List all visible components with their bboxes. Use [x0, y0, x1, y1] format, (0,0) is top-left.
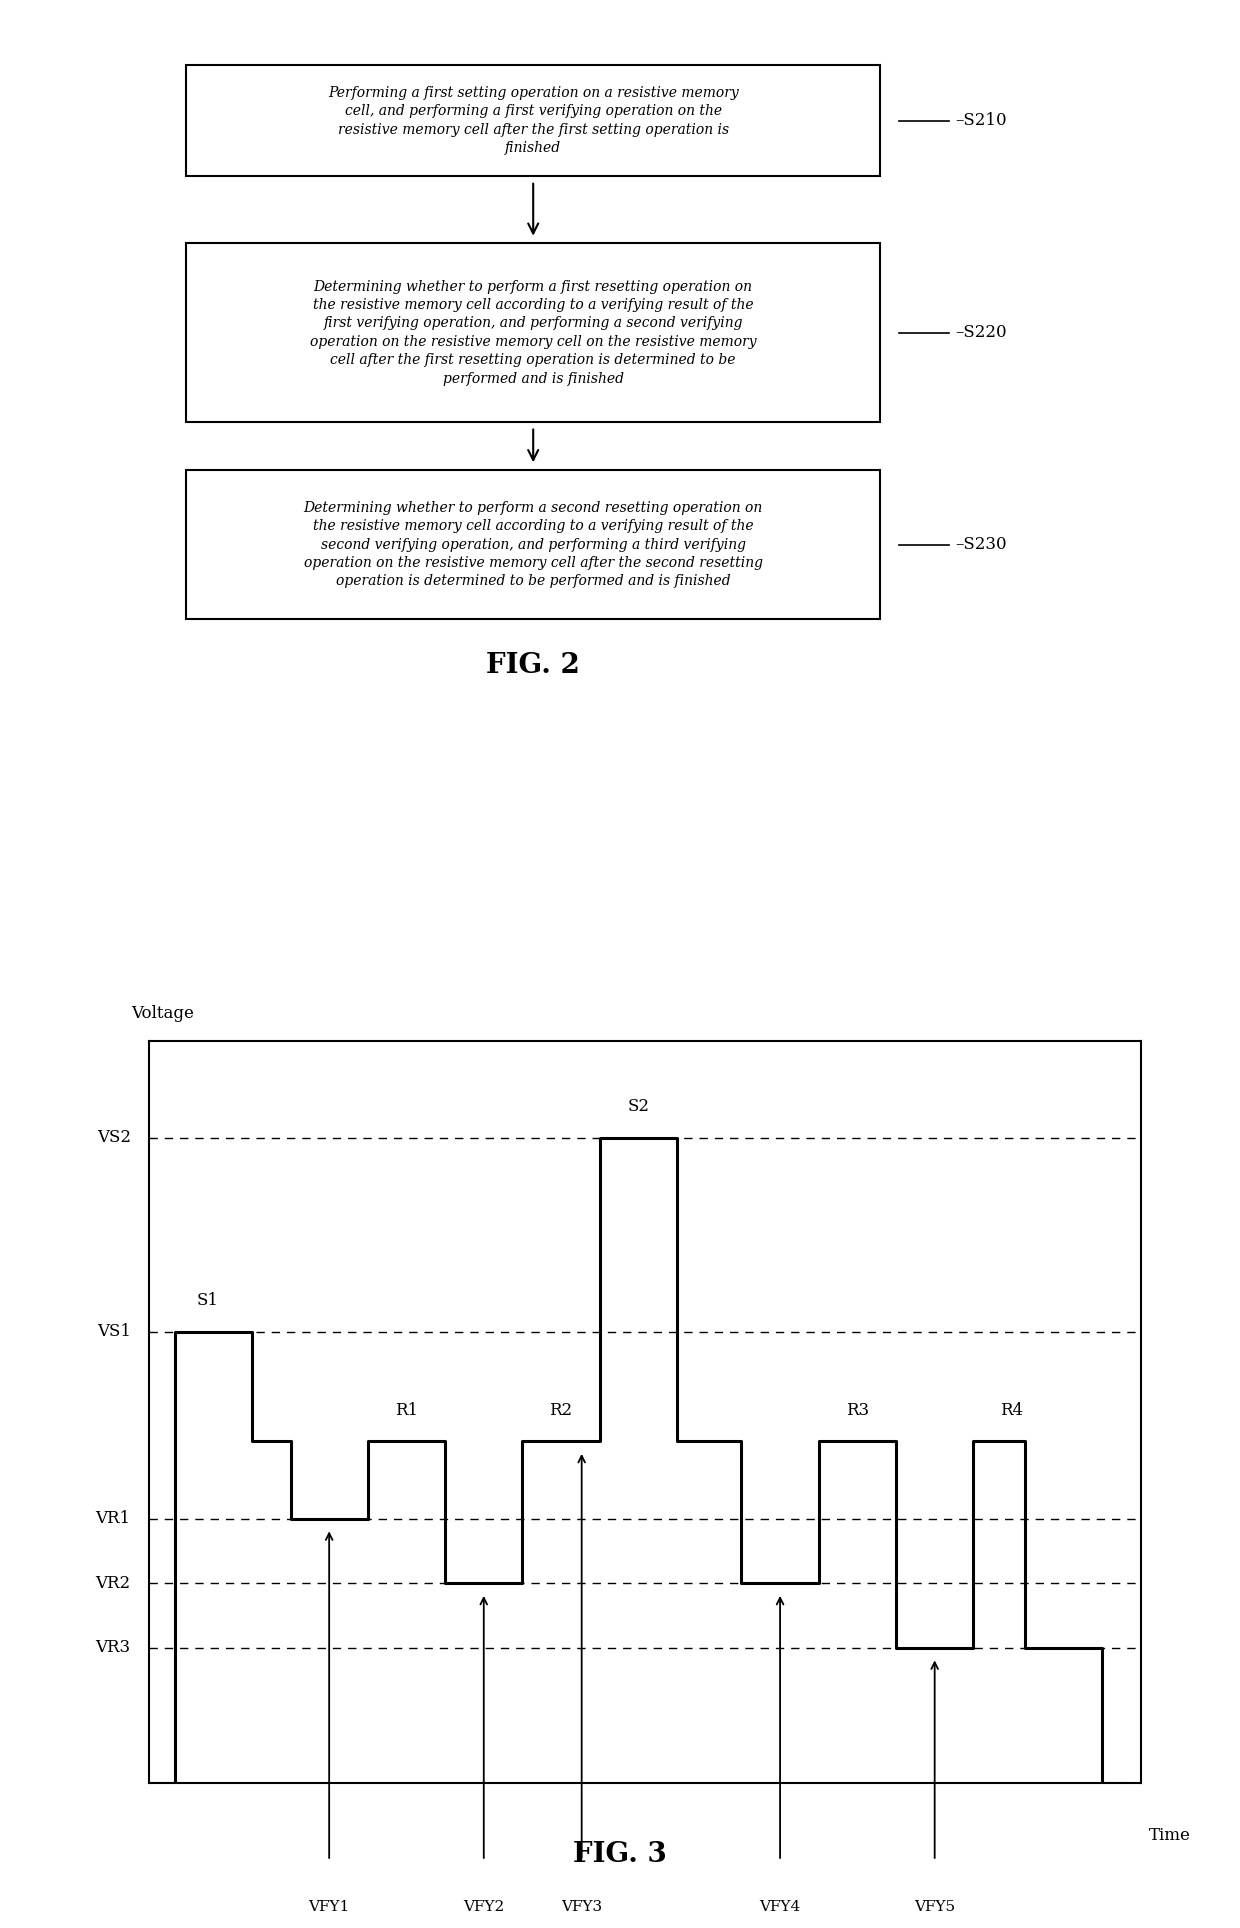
Text: FIG. 3: FIG. 3 — [573, 1841, 667, 1868]
Text: –S210: –S210 — [955, 112, 1007, 129]
Text: VFY5: VFY5 — [914, 1899, 955, 1915]
Text: FIG. 2: FIG. 2 — [486, 652, 580, 679]
Bar — [186, 66, 880, 175]
Text: R4: R4 — [1001, 1402, 1023, 1419]
Text: VFY3: VFY3 — [562, 1899, 603, 1915]
Text: VFY1: VFY1 — [309, 1899, 350, 1915]
Bar — [186, 243, 880, 422]
Bar — [186, 470, 880, 619]
Text: –S230: –S230 — [955, 536, 1007, 553]
Text: Determining whether to perform a first resetting operation on
the resistive memo: Determining whether to perform a first r… — [310, 280, 756, 386]
Text: S1: S1 — [197, 1292, 219, 1309]
Text: VR3: VR3 — [95, 1639, 130, 1656]
Text: S2: S2 — [627, 1099, 650, 1114]
Text: R2: R2 — [549, 1402, 573, 1419]
Text: VR2: VR2 — [95, 1575, 130, 1593]
Text: VS1: VS1 — [97, 1323, 130, 1340]
Text: Time: Time — [1148, 1826, 1190, 1843]
Text: R3: R3 — [846, 1402, 869, 1419]
Text: Voltage: Voltage — [130, 1004, 193, 1022]
Text: Performing a first setting operation on a resistive memory
cell, and performing : Performing a first setting operation on … — [327, 87, 739, 154]
Text: Determining whether to perform a second resetting operation on
the resistive mem: Determining whether to perform a second … — [304, 501, 763, 588]
Text: VFY2: VFY2 — [463, 1899, 505, 1915]
Text: VFY4: VFY4 — [759, 1899, 801, 1915]
Text: VS2: VS2 — [97, 1130, 130, 1147]
Text: –S220: –S220 — [955, 324, 1007, 341]
Text: R1: R1 — [394, 1402, 418, 1419]
Text: VR1: VR1 — [95, 1510, 130, 1527]
